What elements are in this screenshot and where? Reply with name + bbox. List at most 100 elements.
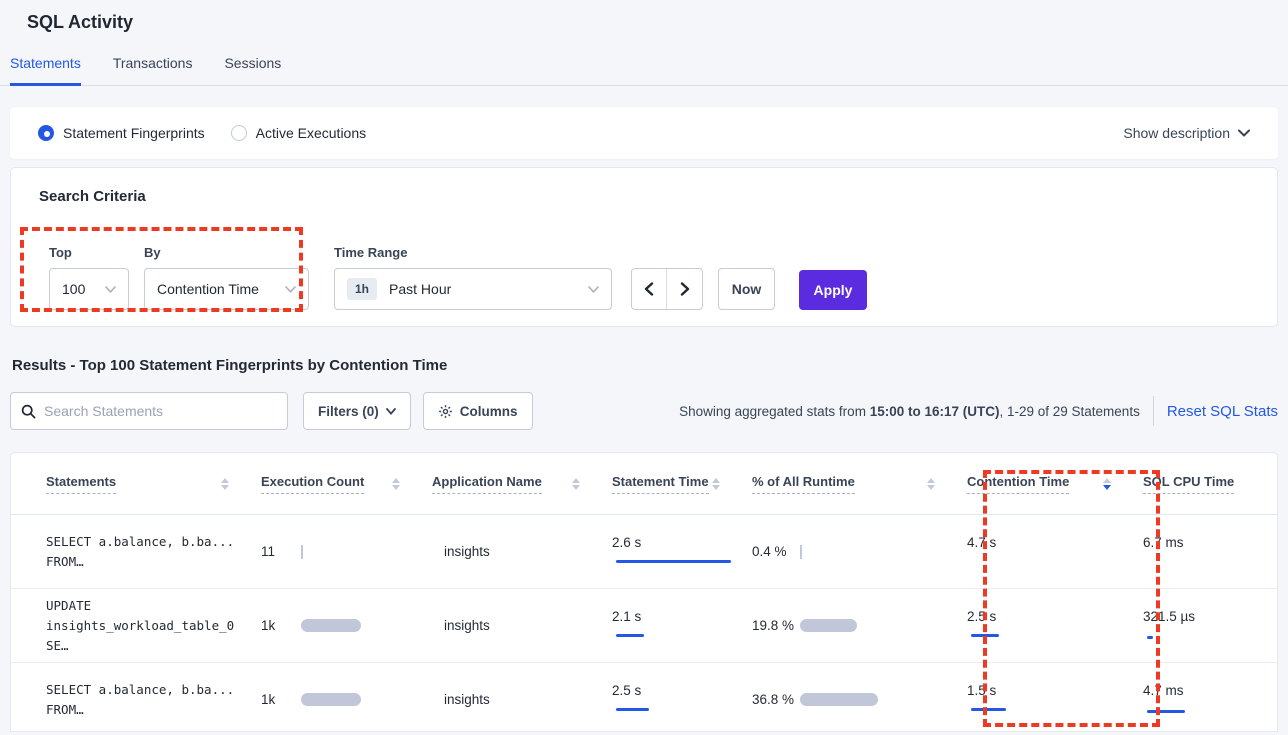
top-select[interactable]: 100 [49,268,129,310]
reset-sql-stats-link[interactable]: Reset SQL Stats [1166,402,1278,420]
application-name-cell: insights [444,544,490,559]
results-heading: Results - Top 100 Statement Fingerprints… [12,357,448,374]
execution-count-cell: 1k [261,618,432,633]
table-header-row: Statements Execution Count Application N… [11,453,1277,515]
search-input[interactable] [44,403,254,419]
chevron-down-icon [105,285,116,293]
sort-icon [221,477,229,490]
column-header-contention-time[interactable]: Contention Time [967,474,1143,494]
radio-active-executions[interactable]: Active Executions [230,125,367,141]
filters-label: Filters (0) [318,403,379,419]
tab-transactions[interactable]: Transactions [112,55,193,71]
aggregation-stats: Showing aggregated stats from 15:00 to 1… [679,396,1278,426]
bar-line [1147,635,1153,639]
column-header-statement-time[interactable]: Statement Time [612,474,752,494]
sort-icon [392,477,400,490]
chevron-left-icon [644,282,654,296]
statement-link[interactable]: SELECT a.balance, b.ba... FROM… [46,681,235,717]
show-description-label: Show description [1123,125,1230,141]
time-forward-button[interactable] [667,269,702,309]
time-range-stepper [631,268,703,310]
by-value: Contention Time [157,281,259,297]
column-header-statements[interactable]: Statements [11,474,261,494]
pct-bar [800,693,878,706]
bar-line [616,707,649,711]
sort-icon [927,477,935,490]
sql-cpu-time-cell: 6.7 ms [1143,534,1184,550]
statements-table: Statements Execution Count Application N… [10,452,1278,732]
sort-desc-icon [1103,477,1111,490]
stats-text: Showing aggregated stats from 15:00 to 1… [679,403,1140,419]
columns-button[interactable]: Columns [422,392,533,430]
execution-count-cell: 11 [261,544,432,559]
by-label: By [144,245,161,260]
chevron-down-icon [385,407,396,415]
search-icon [21,404,36,418]
contention-time-cell: 1.5 s [967,683,1143,717]
application-name-cell: insights [444,692,490,707]
show-description-toggle[interactable]: Show description [1123,125,1250,141]
table-row: SELECT a.balance, b.ba... FROM… 1k insig… [11,663,1277,731]
filters-button[interactable]: Filters (0) [303,392,411,430]
now-button[interactable]: Now [718,268,775,310]
column-header-sql-cpu-time[interactable]: SQL CPU Time [1143,474,1277,494]
time-back-button[interactable] [632,269,667,309]
bar-line [1147,709,1185,713]
sort-icon [712,477,720,490]
contention-time-cell: 2.5 s [967,609,1143,643]
pct-runtime-cell: 36.8 % [752,690,967,709]
top-label: Top [49,245,72,260]
statement-search [10,392,288,430]
sql-cpu-time-cell: 321.5 µs [1143,607,1277,645]
tab-sessions[interactable]: Sessions [224,55,282,71]
radio-label: Active Executions [255,125,367,141]
radio-statement-fingerprints[interactable]: Statement Fingerprints [38,125,205,141]
radio-label: Statement Fingerprints [63,125,205,141]
column-header-application-name[interactable]: Application Name [432,474,612,494]
radio-unselected-icon [230,125,247,141]
by-field: By Contention Time [144,245,309,310]
statement-time-cell: 2.5 s [612,683,752,717]
sql-cpu-time-cell: 4.7 ms [1143,681,1277,719]
apply-button[interactable]: Apply [799,270,867,310]
search-criteria-title: Search Criteria [39,188,146,205]
pct-bar [800,544,802,559]
pct-bar [800,619,857,632]
statement-link[interactable]: SELECT a.balance, b.ba... FROM… [46,533,235,569]
top-field: Top 100 [49,245,129,310]
gear-icon [438,404,452,418]
statement-time-cell: 2.6 s [612,535,752,569]
exec-bar [301,544,303,559]
statement-link[interactable]: UPDATE insights_workload_table_0 SE… [46,597,235,653]
divider [1152,396,1154,426]
column-header-execution-count[interactable]: Execution Count [261,474,432,494]
chevron-down-icon [285,285,296,293]
table-row: UPDATE insights_workload_table_0 SE… 1k … [11,589,1277,663]
search-criteria-card: Search Criteria Top 100 By Contention Ti… [10,167,1278,327]
column-header-pct-runtime[interactable]: % of All Runtime [752,474,967,494]
time-range-field: Time Range 1h Past Hour [334,245,612,310]
contention-time-cell: 4.7 s [967,534,997,550]
time-range-label: Time Range [334,245,408,260]
time-range-value: Past Hour [389,281,452,297]
time-range-select[interactable]: 1h Past Hour [334,268,612,310]
execution-count-cell: 1k [261,692,432,707]
bar-line [971,633,999,637]
view-toggle-bar: Statement Fingerprints Active Executions… [10,107,1278,159]
sort-icon [572,477,580,490]
tab-statements[interactable]: Statements [10,55,81,86]
application-name-cell: insights [444,618,490,633]
time-range-badge: 1h [347,278,378,300]
chevron-down-icon [1238,129,1250,137]
bar-line [971,707,1006,711]
pct-runtime-cell: 19.8 % [752,616,967,635]
top-value: 100 [62,281,86,297]
chevron-right-icon [680,282,689,296]
bar-line [616,633,644,637]
by-select[interactable]: Contention Time [144,268,309,310]
columns-label: Columns [459,403,518,419]
exec-bar [301,693,361,706]
chevron-down-icon [588,285,599,293]
exec-bar [301,619,361,632]
